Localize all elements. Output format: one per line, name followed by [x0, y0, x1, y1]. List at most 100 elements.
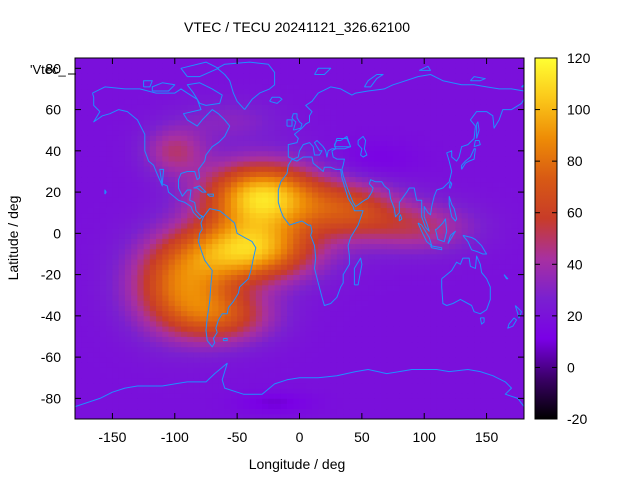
heatmap-cell — [368, 197, 375, 203]
heatmap-cell — [237, 284, 244, 291]
heatmap-cell — [349, 408, 357, 415]
heatmap-cell — [517, 223, 524, 229]
heatmap-cell — [268, 202, 275, 208]
heatmap-cell — [81, 357, 88, 363]
heatmap-cell — [87, 114, 95, 121]
heatmap-cell — [386, 145, 394, 152]
heatmap-cell — [205, 94, 213, 100]
heatmap-cell — [405, 326, 413, 332]
heatmap-cell — [143, 238, 151, 245]
heatmap-cell — [436, 171, 444, 178]
heatmap-cell — [386, 243, 394, 250]
heatmap-cell — [131, 300, 138, 306]
heatmap-cell — [287, 284, 294, 291]
heatmap-cell — [131, 186, 138, 193]
heatmap-cell — [112, 114, 120, 121]
heatmap-cell — [411, 155, 419, 162]
heatmap-cell — [343, 377, 350, 384]
heatmap-cell — [318, 274, 325, 281]
heatmap-cell — [467, 305, 475, 312]
heatmap-cell — [193, 140, 201, 147]
heatmap-cell — [168, 300, 176, 306]
heatmap-cell — [274, 68, 282, 74]
heatmap-cell — [343, 114, 350, 121]
heatmap-cell — [237, 207, 244, 214]
heatmap-cell — [218, 346, 226, 353]
heatmap-cell — [374, 315, 381, 322]
heatmap-cell — [492, 290, 500, 296]
heatmap-cell — [455, 150, 463, 157]
heatmap-cell — [187, 104, 194, 110]
heatmap-cell — [243, 341, 251, 348]
heatmap-cell — [330, 279, 338, 286]
heatmap-cell — [168, 125, 176, 131]
heatmap-cell — [193, 202, 201, 208]
heatmap-cell — [199, 212, 207, 219]
heatmap-cell — [436, 238, 444, 245]
heatmap-cell — [268, 217, 275, 224]
heatmap-cell — [106, 274, 113, 281]
heatmap-cell — [293, 382, 300, 389]
heatmap-cell — [174, 326, 182, 332]
heatmap-cell — [511, 94, 519, 100]
heatmap-cell — [124, 253, 132, 260]
heatmap-cell — [118, 228, 126, 234]
heatmap-cell — [81, 217, 88, 224]
heatmap-cell — [199, 68, 207, 74]
heatmap-cell — [293, 78, 300, 85]
heatmap-cell — [237, 238, 244, 245]
heatmap-cell — [355, 408, 363, 415]
heatmap-cell — [262, 186, 269, 193]
heatmap-cell — [430, 413, 438, 419]
heatmap-cell — [293, 228, 300, 234]
heatmap-cell — [81, 408, 88, 415]
heatmap-cell — [162, 150, 169, 157]
heatmap-cell — [93, 88, 101, 95]
heatmap-cell — [118, 341, 126, 348]
heatmap-cell — [411, 166, 419, 172]
heatmap-cell — [299, 413, 307, 419]
heatmap-cell — [268, 223, 275, 229]
heatmap-cell — [492, 207, 500, 214]
heatmap-cell — [330, 274, 338, 281]
heatmap-cell — [405, 88, 413, 95]
heatmap-cell — [305, 357, 313, 363]
heatmap-cell — [268, 181, 275, 188]
heatmap-cell — [330, 68, 338, 74]
heatmap-cell — [280, 63, 288, 69]
heatmap-cell — [193, 367, 201, 373]
heatmap-cell — [511, 377, 519, 384]
heatmap-cell — [311, 114, 319, 121]
heatmap-cell — [87, 321, 95, 327]
heatmap-cell — [237, 362, 244, 368]
heatmap-cell — [436, 269, 444, 275]
heatmap-cell — [205, 202, 213, 208]
heatmap-cell — [280, 259, 288, 265]
heatmap-cell — [424, 140, 431, 147]
heatmap-cell — [299, 248, 307, 255]
heatmap-cell — [255, 63, 263, 69]
heatmap-cell — [430, 295, 438, 301]
heatmap-cell — [237, 171, 244, 178]
heatmap-cell — [393, 109, 400, 116]
heatmap-cell — [393, 233, 400, 239]
heatmap-cell — [93, 109, 101, 116]
heatmap-cell — [455, 63, 463, 69]
heatmap-cell — [461, 73, 469, 80]
heatmap-cell — [280, 171, 288, 178]
heatmap-cell — [243, 346, 251, 353]
heatmap-cell — [149, 259, 157, 265]
heatmap-cell — [436, 357, 444, 363]
heatmap-cell — [461, 135, 469, 141]
heatmap-cell — [324, 166, 332, 172]
heatmap-cell — [262, 336, 269, 343]
heatmap-cell — [118, 357, 126, 363]
heatmap-cell — [75, 58, 82, 64]
heatmap-cell — [280, 274, 288, 281]
heatmap-cell — [436, 207, 444, 214]
heatmap-cell — [280, 310, 288, 317]
heatmap-cell — [455, 125, 463, 131]
heatmap-cell — [162, 264, 169, 270]
heatmap-cell — [280, 150, 288, 157]
heatmap-cell — [311, 388, 319, 394]
